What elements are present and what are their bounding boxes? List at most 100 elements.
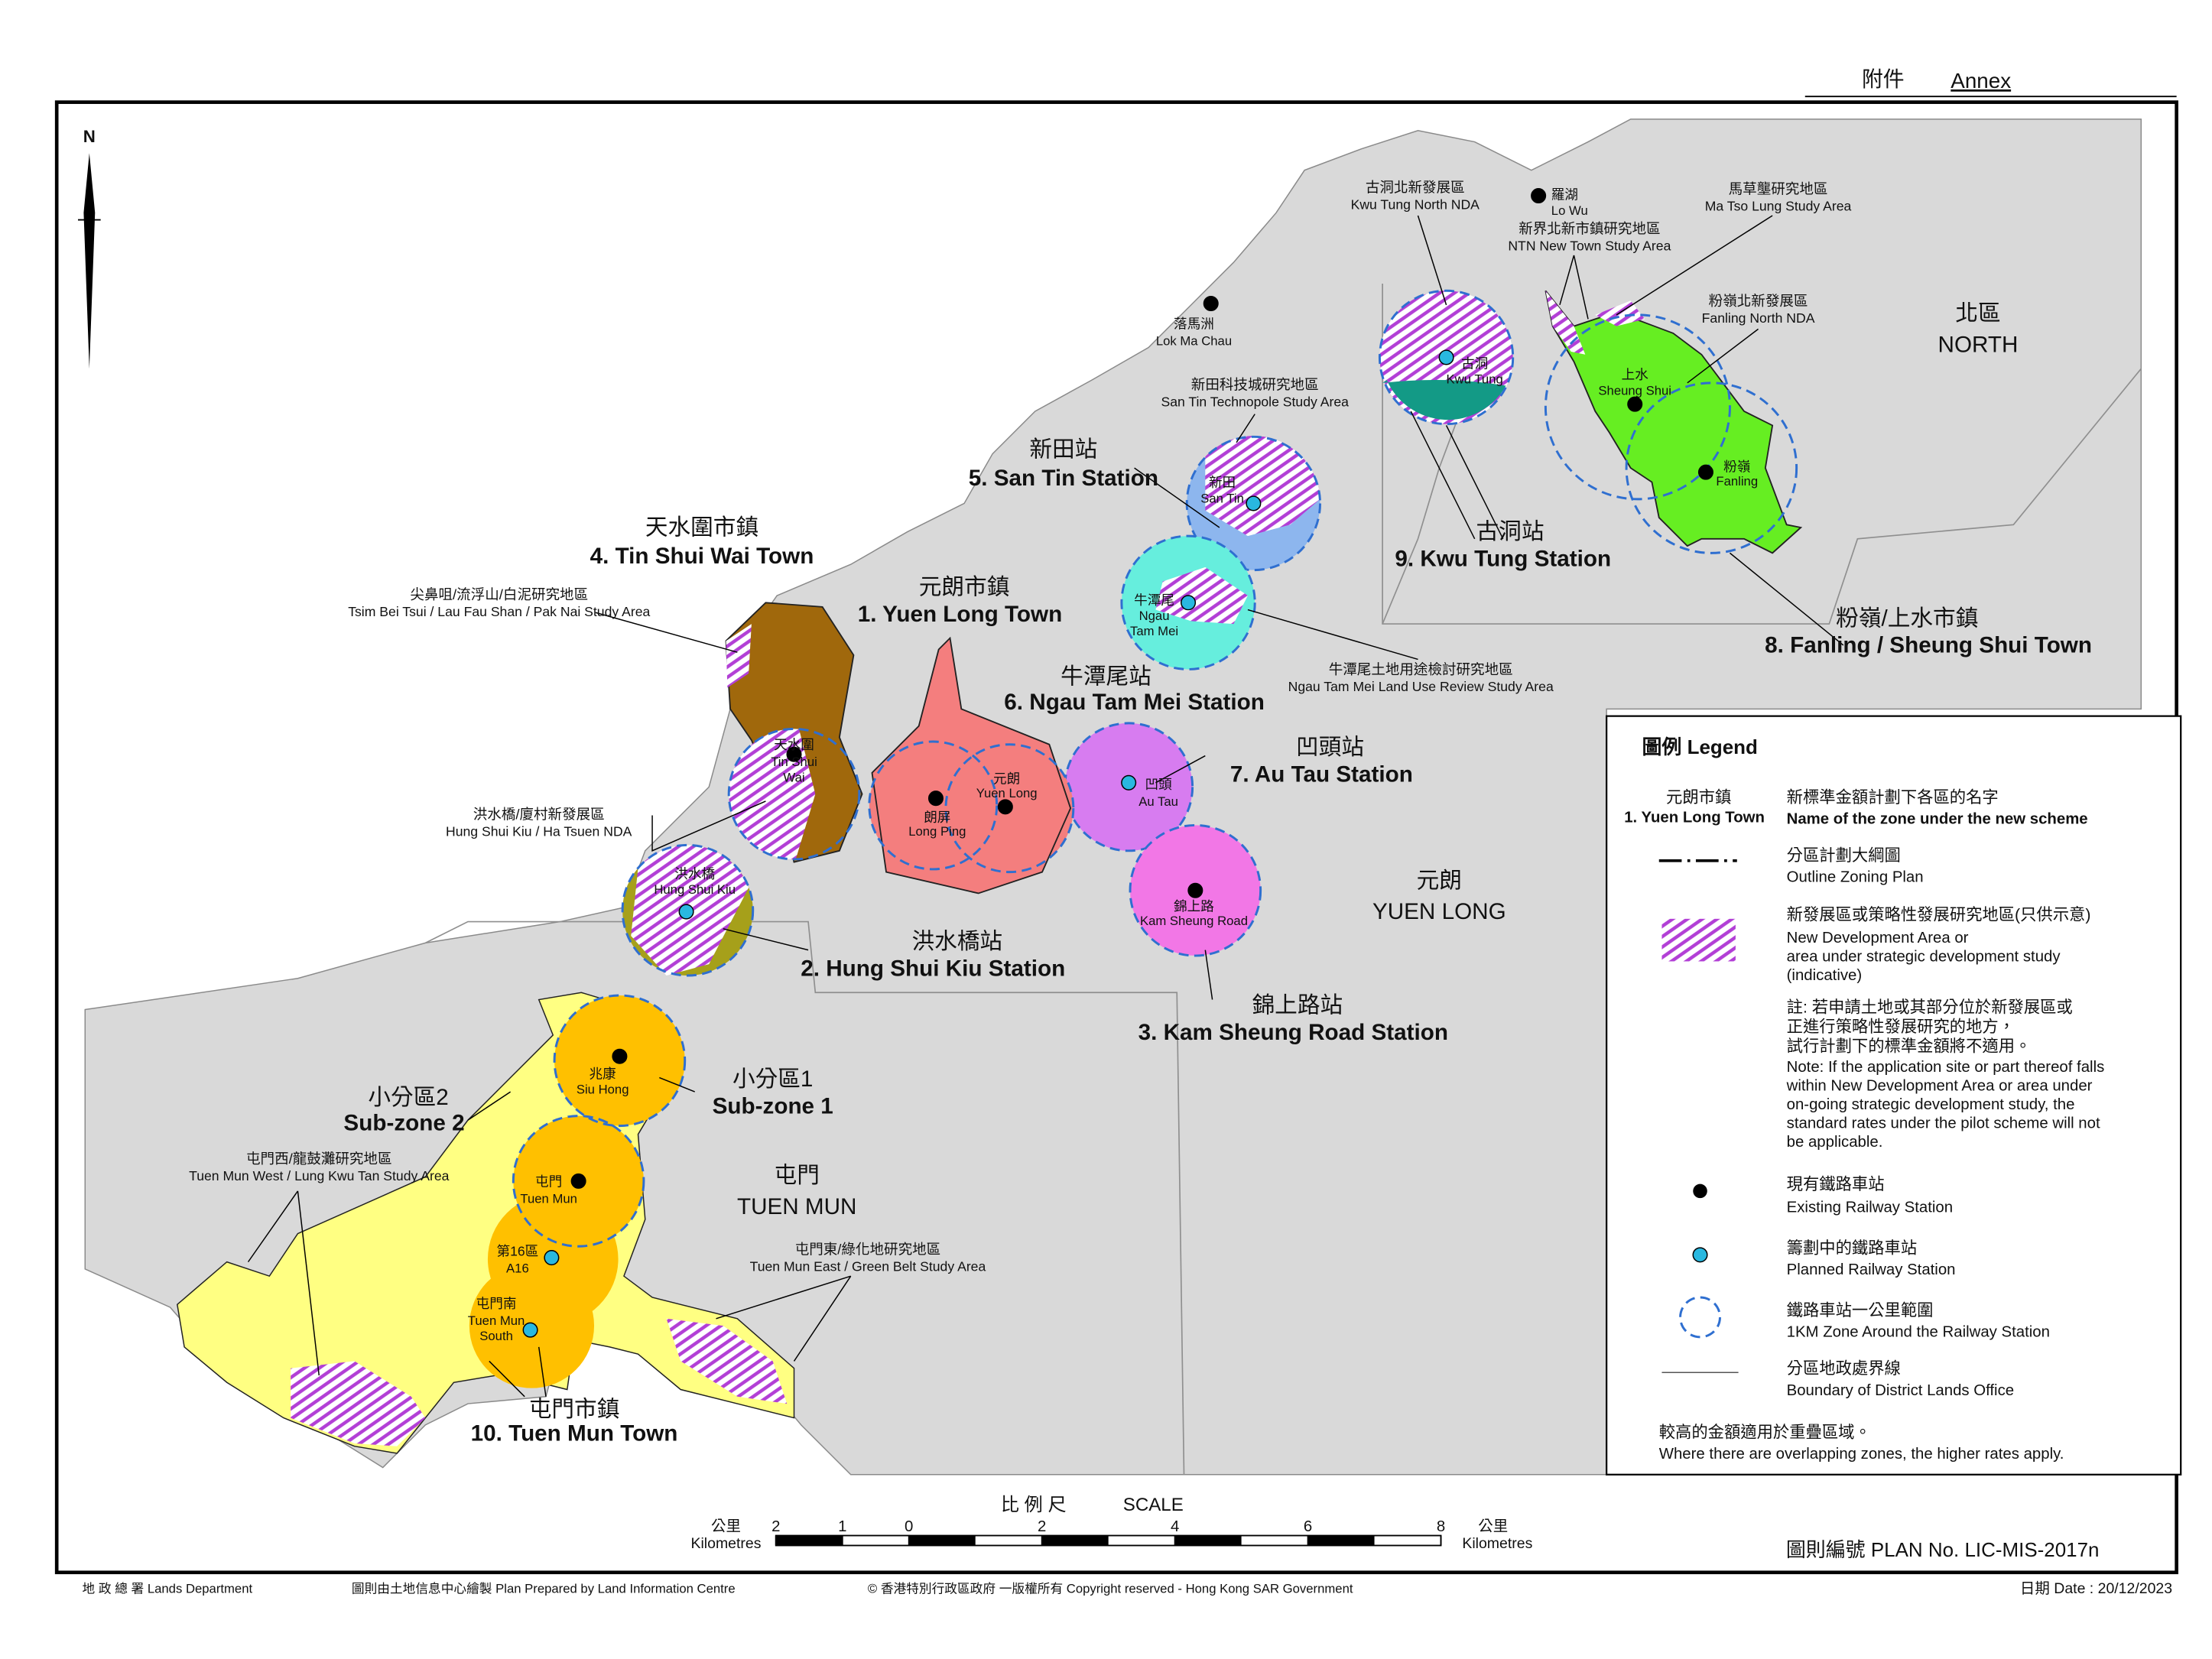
station-zh: 新田	[1209, 475, 1236, 490]
scale-tick-label: 8	[1437, 1518, 1445, 1535]
zone-en: 9. Kwu Tung Station	[1395, 546, 1611, 571]
leader-lines-polyline	[1616, 215, 1773, 316]
station-en: Sheung Shui	[1598, 383, 1671, 398]
zone-tuen-mun-circle	[553, 994, 687, 1128]
station-zh: 元朗	[993, 771, 1020, 787]
zone-en: Sub-zone 2	[343, 1111, 464, 1136]
leader-lines-polyline	[1417, 215, 1447, 306]
zone-zh: 錦上路站	[1252, 993, 1343, 1018]
scale-unit-zh: 公里	[1478, 1518, 1508, 1535]
scale-tick-label: 2	[771, 1518, 780, 1535]
legend-zh: 分區計劃大綱圖	[1787, 846, 1901, 865]
station-zh: 錦上路	[1174, 899, 1214, 914]
legend-note-en: standard rates under the pilot scheme wi…	[1787, 1115, 2100, 1131]
study-area-en: Fanling North NDA	[1702, 310, 1815, 326]
footer-copyright: © 香港特別行政區政府 一版權所有 Copyright reserved - H…	[868, 1581, 1353, 1596]
scale-segment	[775, 1535, 843, 1546]
annex-zh: 附件	[1862, 67, 1905, 91]
leader-lines-polyline	[1134, 467, 1220, 528]
study-area-en: Kwu Tung North NDA	[1351, 197, 1480, 213]
planned-station	[1121, 774, 1137, 791]
zone-zh: 屯門市鎮	[529, 1397, 620, 1422]
legend-sample-en: 1. Yuen Long Town	[1624, 810, 1765, 826]
station-zh: 凹頭	[1145, 777, 1173, 792]
leader-lines-polyline	[1573, 255, 1589, 320]
legend-note-zh: 正進行策略性發展研究的地方，	[1787, 1018, 2015, 1036]
zone-tin-shui-wai	[725, 602, 863, 863]
district-en: NORTH	[1938, 332, 2019, 357]
study-area-zh: 屯門東/綠化地研究地區	[795, 1242, 940, 1258]
station-en: Tin Shui	[771, 755, 817, 769]
north-arrow-polygon	[83, 153, 96, 369]
zone-en: Sub-zone 1	[713, 1093, 833, 1118]
zone-san-tin-circle	[1185, 435, 1322, 572]
legend-footnote-zh: 較高的金額適用於重疊區域。	[1659, 1424, 1871, 1442]
existing-station	[786, 746, 802, 762]
zone-zh: 粉嶺/上水市鎮	[1836, 605, 1978, 631]
leader-lines-polyline	[793, 1275, 852, 1362]
zone-zh: 元朗市鎮	[919, 575, 1010, 600]
legend-title: 圖例 Legend	[1642, 735, 1757, 758]
zone-tuen-mun-polygon	[666, 1318, 788, 1404]
district-boundaries-polyline	[1382, 411, 1461, 625]
scale-tick-label: 0	[905, 1518, 913, 1535]
zone-fanling-sheung-shui-polygon	[1545, 290, 1803, 554]
leader-lines-polyline	[247, 1190, 299, 1263]
plan-number: 圖則編號 PLAN No. LIC-MIS-2017n	[1786, 1538, 2100, 1561]
zone-en: 8. Fanling / Sheung Shui Town	[1765, 633, 2092, 658]
legend-en: Outline Zoning Plan	[1787, 868, 1924, 885]
zone-au-tau-circle	[1064, 722, 1194, 852]
station-en: Ngau	[1139, 609, 1170, 623]
existing-station	[1203, 295, 1219, 311]
leader-lines-polyline	[716, 1275, 851, 1320]
study-area-zh: 新田科技城研究地區	[1191, 376, 1319, 392]
zone-kwu-tung-path	[1382, 379, 1506, 420]
legend-note-zh: 註: 若申請土地或其部分位於新發展區或	[1787, 998, 2073, 1016]
station-en: Lo Wu	[1551, 203, 1588, 218]
labels: 附件 Annex N 北區 NORTH 元朗 YUEN LONG 屯門 TUEN MUN 元朗市鎮…	[83, 67, 2173, 1597]
study-area-zh: 新界北新市鎮研究地區	[1519, 220, 1660, 236]
zone-ngau-tam-mei-polygon	[1155, 567, 1248, 625]
station-zh: 第16區	[496, 1243, 538, 1258]
zone-en: 10. Tuen Mun Town	[471, 1421, 678, 1446]
station-zh: 朗屏	[924, 810, 950, 825]
legend-en: (indicative)	[1787, 967, 1863, 984]
study-area-zh: 馬草壟研究地區	[1729, 181, 1828, 197]
zone-en: 3. Kam Sheung Road Station	[1138, 1020, 1448, 1045]
station-zh: 兆康	[590, 1066, 616, 1081]
station-en: Tuen Mun	[468, 1313, 525, 1328]
leader-lines-polyline	[723, 928, 809, 951]
district-zh: 屯門	[775, 1163, 820, 1188]
planned-station	[1438, 349, 1454, 365]
scale-segment	[1041, 1535, 1109, 1546]
district-boundaries-polyline	[1382, 284, 2142, 625]
station-en: Kwu Tung	[1447, 372, 1503, 387]
station-zh: 牛潭尾	[1134, 592, 1174, 608]
station-zh: 粉嶺	[1723, 459, 1751, 475]
zone-en: 5. San Tin Station	[969, 466, 1158, 491]
district-en: TUEN MUN	[737, 1194, 857, 1219]
study-area-zh: 屯門西/龍鼓灘研究地區	[246, 1151, 391, 1167]
legend-zh: 分區地政處界線	[1787, 1359, 1901, 1378]
leader-lines-polyline	[1445, 425, 1504, 540]
station-en: Kam Sheung Road	[1140, 914, 1248, 928]
district-zh: 北區	[1955, 301, 2000, 326]
leader-lines-polyline	[659, 1076, 695, 1092]
zone-fanling-sheung-shui-circle	[1544, 313, 1731, 501]
study-area-en: Hung Shui Kiu / Ha Tsuen NDA	[446, 823, 632, 839]
scale-unit-zh: 公里	[711, 1518, 741, 1535]
legend-sample-zh: 元朗市鎮	[1666, 788, 1731, 807]
legend-zh: 新標準金額計劃下各區的名字	[1787, 788, 1999, 807]
leader-lines-polyline	[1247, 609, 1418, 661]
north-arrow	[77, 153, 101, 369]
district-zh: 元朗	[1417, 868, 1462, 893]
zone-zh: 古洞站	[1476, 519, 1545, 544]
existing-station	[1187, 882, 1203, 898]
zone-zh: 凹頭站	[1296, 735, 1364, 760]
zone-en: 4. Tin Shui Wai Town	[590, 544, 814, 569]
zone-yuen-long-circle	[944, 743, 1075, 874]
zone-tin-shui-wai-circle	[729, 729, 816, 859]
zone-fanling-sheung-shui	[1544, 290, 1803, 554]
